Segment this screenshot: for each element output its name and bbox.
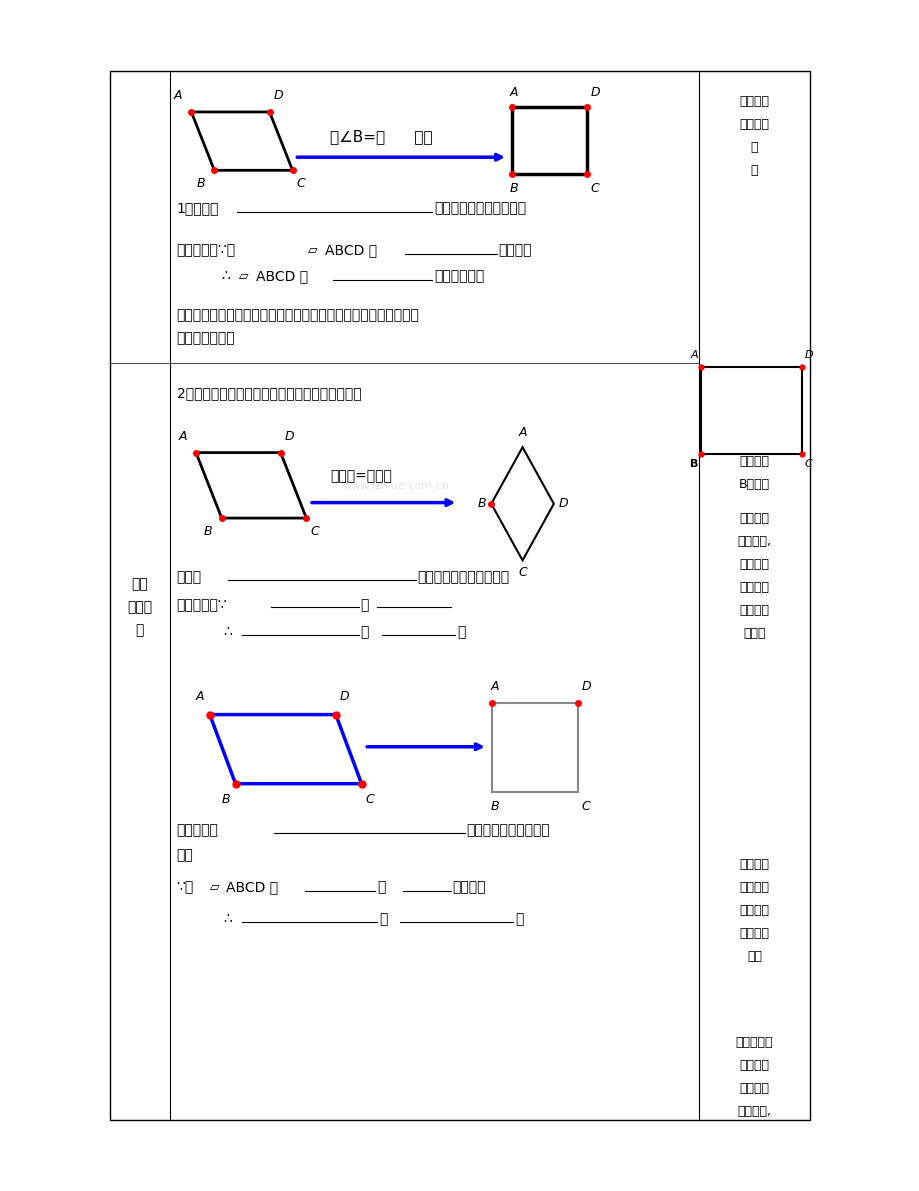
Text: 形。: 形。	[176, 848, 193, 862]
Text: D: D	[284, 430, 293, 443]
Text: C: C	[365, 793, 374, 806]
Text: 当∠B=（      ）时: 当∠B=（ ）时	[330, 130, 433, 144]
Text: B: B	[490, 800, 499, 813]
Text: 通过综合、
归纳，发
展学生的
推理能力,: 通过综合、 归纳，发 展学生的 推理能力,	[735, 1036, 772, 1118]
Polygon shape	[491, 448, 553, 561]
Text: C: C	[804, 459, 811, 468]
Text: （: （	[379, 912, 387, 927]
Text: B: B	[509, 182, 518, 195]
Text: D: D	[558, 498, 567, 510]
Bar	[492, 703, 577, 792]
Text: 类比从平
B四边形: 类比从平 B四边形	[738, 455, 769, 491]
Text: D: D	[590, 86, 599, 99]
Text: B: B	[197, 177, 205, 191]
Text: 符号语言：∵在: 符号语言：∵在	[176, 243, 235, 257]
Text: ∵在: ∵在	[176, 880, 194, 894]
Text: A: A	[690, 350, 698, 360]
Text: C: C	[517, 567, 527, 579]
Text: ABCD 中: ABCD 中	[324, 243, 377, 257]
Text: B: B	[478, 498, 486, 510]
Text: A: A	[196, 690, 204, 703]
Text: D: D	[273, 89, 282, 102]
Text: 菱形：: 菱形：	[176, 570, 201, 585]
Text: D: D	[581, 680, 590, 693]
Text: D: D	[339, 690, 348, 703]
Polygon shape	[196, 453, 306, 518]
Text: ▱: ▱	[239, 270, 248, 282]
Text: A: A	[178, 430, 187, 443]
Text: 根据矩形的定义，矩形与平行四边形共同点是什么？矩形比平行四: 根据矩形的定义，矩形与平行四边形共同点是什么？矩形比平行四	[176, 308, 419, 323]
Bar	[512, 107, 586, 174]
Text: ，: ，	[360, 598, 369, 612]
Text: （已知）: （已知）	[452, 880, 485, 894]
Text: 2、几何画板演示：让平行四边形的一组邻边相等: 2、几何画板演示：让平行四边形的一组邻边相等	[176, 386, 361, 400]
Text: 且: 且	[377, 880, 385, 894]
Text: 边形特殊在哪？: 边形特殊在哪？	[176, 331, 235, 345]
Text: 到矩形的
变化过程,
生成平行
四边形到
菱形的知
识系统: 到矩形的 变化过程, 生成平行 四边形到 菱形的知 识系统	[737, 512, 770, 640]
Text: A: A	[517, 426, 527, 439]
Text: A: A	[490, 680, 499, 693]
Text: ▱: ▱	[308, 244, 317, 256]
Bar	[110, 71, 809, 1120]
Text: 正方形：有: 正方形：有	[176, 823, 219, 837]
Text: C: C	[581, 800, 590, 813]
Text: （已知）: （已知）	[498, 243, 531, 257]
Text: www.jzixue.com.cn: www.jzixue.com.cn	[342, 481, 448, 491]
Text: ）: ）	[457, 625, 465, 640]
Text: 1、矩形：: 1、矩形：	[176, 201, 219, 216]
Text: （矩形定义）: （矩形定义）	[434, 269, 484, 283]
Text: 当（）=（）时: 当（）=（）时	[330, 469, 392, 484]
Text: B: B	[689, 459, 698, 468]
Text: A: A	[174, 89, 182, 102]
Text: （: （	[360, 625, 369, 640]
Text: ∴: ∴	[223, 625, 233, 640]
Text: B: B	[221, 793, 230, 806]
Text: A: A	[509, 86, 518, 99]
Text: ∴: ∴	[223, 912, 233, 927]
Text: ABCD 是: ABCD 是	[255, 269, 308, 283]
Text: ）: ）	[515, 912, 523, 927]
Text: 明确概念
之间的联
系
用: 明确概念 之间的联 系 用	[739, 95, 768, 177]
Text: B: B	[204, 525, 212, 538]
Bar	[700, 367, 801, 454]
Text: C: C	[296, 177, 305, 191]
Text: ▱: ▱	[210, 881, 219, 893]
Polygon shape	[191, 112, 292, 170]
Text: 的平行四边形叫做矩形。: 的平行四边形叫做矩形。	[434, 201, 526, 216]
Text: ∴: ∴	[221, 269, 230, 283]
Text: C: C	[590, 182, 599, 195]
Text: C: C	[310, 525, 319, 538]
Text: 几何语言：∵: 几何语言：∵	[176, 598, 227, 612]
Text: D: D	[804, 350, 812, 360]
Text: 三、
运用知
识: 三、 运用知 识	[127, 578, 153, 637]
Text: 的平行四边形叫做菱形。: 的平行四边形叫做菱形。	[417, 570, 509, 585]
Text: ABCD 中: ABCD 中	[226, 880, 278, 894]
Polygon shape	[210, 715, 361, 784]
Text: 的平行四边形叫做正方: 的平行四边形叫做正方	[466, 823, 550, 837]
Text: 用语言和
图形双重
归纳是学
生印象更
深刻: 用语言和 图形双重 归纳是学 生印象更 深刻	[739, 858, 768, 962]
